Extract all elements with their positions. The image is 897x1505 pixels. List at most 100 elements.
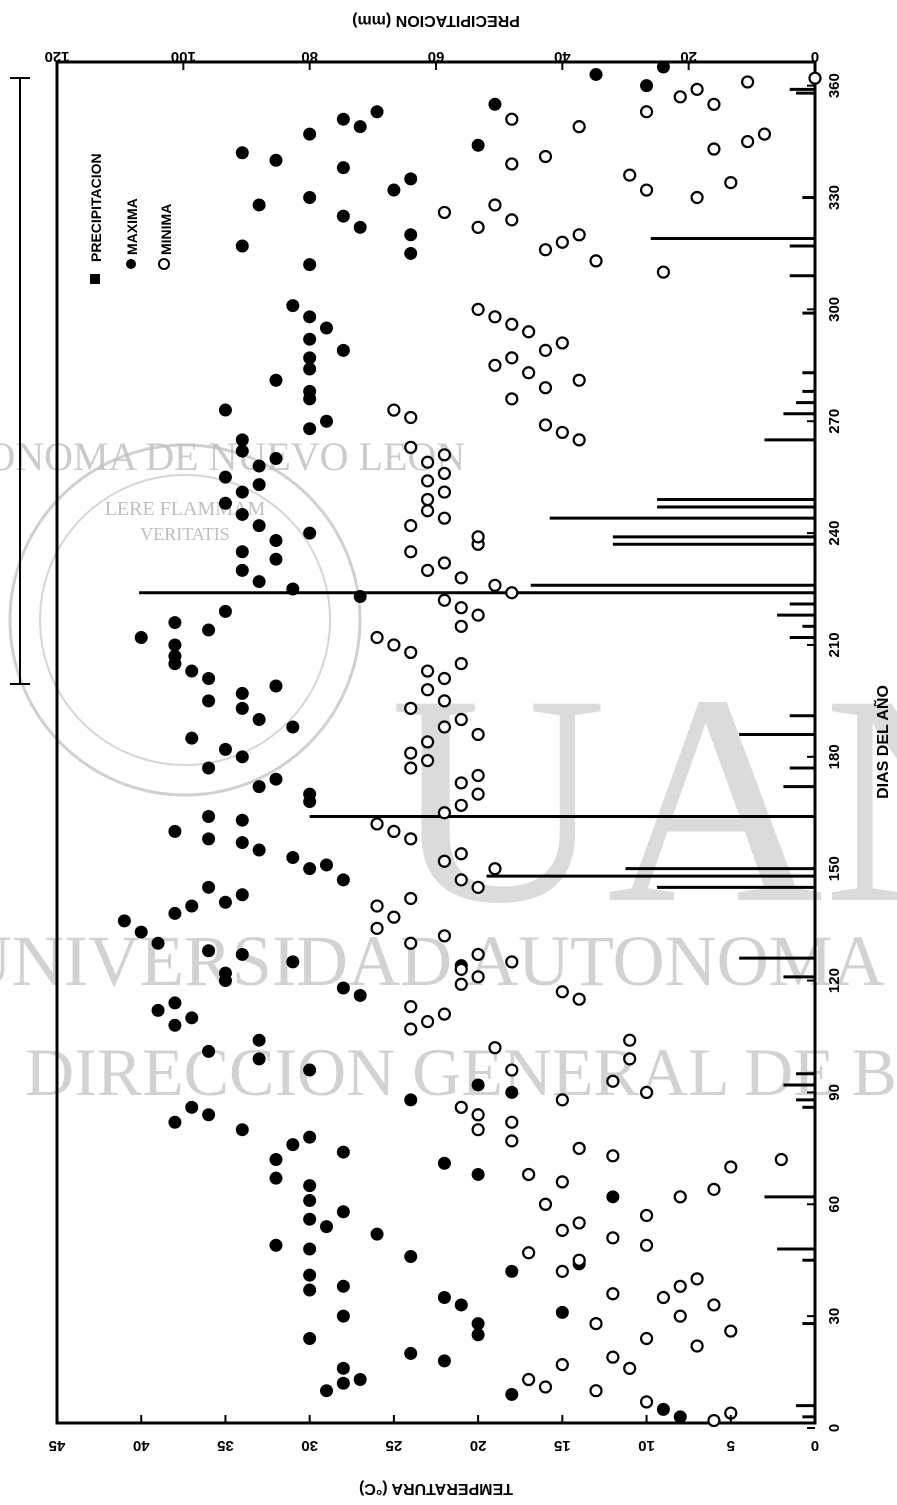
minima-point: [437, 671, 452, 686]
maxima-point: [320, 1220, 334, 1234]
x-tick-label: 240: [826, 521, 843, 546]
maxima-point: [336, 1361, 350, 1375]
maxima-point: [168, 1018, 182, 1032]
minima-point: [454, 847, 468, 861]
minima-point: [639, 1208, 654, 1223]
minima-point: [639, 105, 654, 119]
minima-point: [808, 71, 822, 85]
minima-point: [437, 448, 452, 462]
minima-point: [606, 1350, 620, 1364]
minima-point: [555, 985, 569, 999]
minima-point: [420, 753, 435, 768]
maxima-point: [168, 638, 182, 652]
watermark: LERE FLAMMAM VERITATIS AUTONOMA DE NUEVO…: [0, 434, 897, 1110]
minima-point: [606, 1231, 620, 1245]
minima-point: [454, 873, 468, 887]
legend-entry-minima: MINIMA: [158, 204, 174, 270]
maxima-point: [353, 988, 367, 1002]
maxima-point: [303, 862, 317, 876]
minima-point: [707, 1182, 721, 1196]
minima-point: [707, 97, 721, 111]
minima-point: [420, 1014, 435, 1029]
minima-point: [387, 824, 401, 838]
maxima-point: [235, 433, 249, 447]
x-tick-label: 120: [826, 968, 843, 993]
maxima-point: [235, 750, 249, 764]
minima-point: [488, 358, 502, 372]
maxima-point: [269, 153, 283, 167]
minima-point: [420, 504, 435, 518]
y-tick-label: 5: [727, 1437, 735, 1454]
maxima-point: [252, 843, 266, 857]
minima-point: [741, 75, 755, 89]
minima-point: [505, 1134, 519, 1148]
y2-tick-label: 100: [171, 48, 196, 65]
minima-point: [538, 149, 553, 164]
maxima-point: [303, 332, 317, 346]
minima-point: [505, 213, 519, 227]
maxima-point: [303, 1063, 317, 1077]
maxima-point: [202, 1108, 216, 1122]
x-axis-title: DIAS DEL AÑO: [872, 685, 892, 799]
maxima-point: [252, 575, 266, 589]
minima-point: [505, 157, 519, 171]
minima-point: [404, 936, 418, 950]
maxima-point: [252, 519, 266, 533]
maxima-point: [505, 1387, 519, 1401]
y2-tick-label: 80: [301, 48, 318, 65]
y2-tick-label: 20: [680, 48, 697, 65]
maxima-point: [168, 824, 182, 838]
minima-point: [522, 1246, 536, 1260]
maxima-series: [117, 60, 687, 1424]
maxima-point: [269, 1153, 283, 1167]
minima-point: [505, 955, 519, 969]
maxima-point: [252, 478, 266, 492]
minima-point: [505, 112, 519, 126]
axis-ticks: 0306090120150180210240270300330360051015…: [44, 48, 843, 1454]
minima-point: [673, 1279, 687, 1293]
minima-point: [639, 1331, 654, 1346]
minima-point: [437, 485, 452, 499]
maxima-point: [168, 649, 182, 663]
maxima-point: [353, 220, 367, 234]
minima-point: [488, 862, 502, 876]
maxima-point: [235, 686, 249, 700]
x-tick-label: 0: [826, 1424, 843, 1432]
maxima-point: [202, 944, 216, 958]
y2-tick-label: 120: [44, 48, 69, 65]
minima-point: [538, 243, 553, 257]
maxima-point: [235, 444, 249, 458]
maxima-point: [202, 809, 216, 823]
minima-point: [471, 302, 485, 316]
minima-point: [404, 1000, 418, 1014]
minima-point: [471, 1108, 485, 1122]
maxima-point: [303, 1268, 317, 1282]
minima-point: [505, 351, 519, 365]
minima-point: [471, 530, 485, 544]
maxima-point: [235, 888, 249, 902]
minima-point: [589, 254, 603, 268]
maxima-point: [235, 947, 249, 961]
maxima-point: [471, 1078, 485, 1092]
minima-point: [437, 694, 452, 708]
minima-point: [471, 787, 485, 801]
minima-point: [404, 832, 418, 846]
minima-point: [505, 392, 519, 406]
scale-bar: [10, 77, 30, 685]
maxima-point: [370, 105, 384, 119]
minima-point: [522, 1167, 536, 1182]
y-tick-label: 25: [386, 1437, 403, 1454]
maxima-point: [404, 172, 418, 186]
maxima-point: [185, 1100, 199, 1114]
minima-point: [454, 776, 468, 790]
minima-point: [505, 1115, 519, 1129]
maxima-point: [286, 850, 300, 864]
minima-point: [488, 310, 502, 324]
watermark-line2: DIRECCION GENERAL DE BIBLIOTE: [25, 1034, 897, 1110]
minima-point: [471, 220, 485, 234]
maxima-point: [437, 1290, 451, 1304]
minima-point: [370, 921, 384, 935]
x-tick-label: 180: [826, 744, 843, 769]
minima-point: [741, 134, 755, 149]
maxima-point: [404, 1093, 418, 1107]
